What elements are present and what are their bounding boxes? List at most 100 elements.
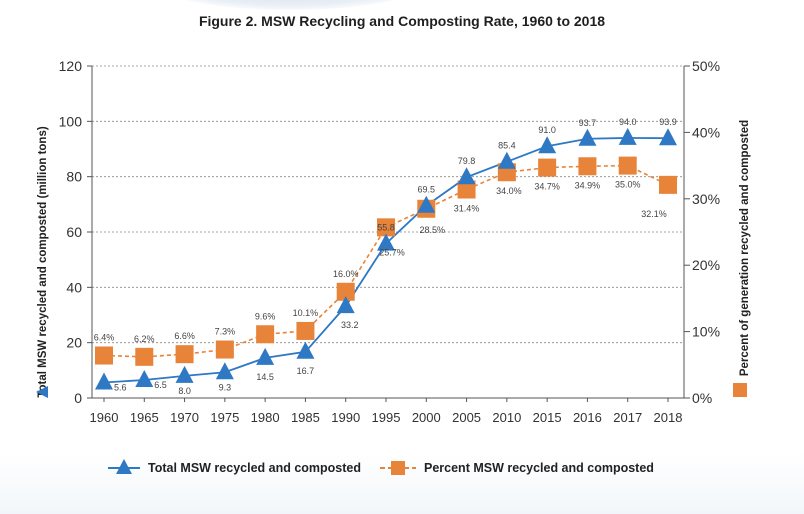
x-axis-tick-label: 2015 (533, 410, 562, 425)
percent-data-label: 31.4% (454, 204, 480, 214)
y2-axis-tick-label: 0% (692, 390, 712, 406)
percent-square-marker (95, 346, 113, 365)
percent-square-marker (296, 321, 315, 340)
total-triangle-marker (578, 128, 597, 146)
total-triangle-marker (417, 195, 436, 213)
total-data-label: 55.8 (377, 223, 395, 233)
total-triangle-marker (135, 370, 154, 388)
percent-square-marker (538, 158, 557, 177)
percent-square-marker (175, 345, 194, 364)
y-axis-title-triangle-icon (36, 386, 48, 398)
chart-title: Figure 2. MSW Recycling and Composting R… (199, 13, 605, 29)
percent-data-label: 9.6% (255, 311, 276, 321)
y2-axis-title-square-icon (733, 383, 747, 397)
total-data-label: 79.8 (458, 156, 476, 166)
y2-axis-title: Percent of generation recycled and compo… (739, 120, 751, 376)
total-triangle-marker (215, 362, 234, 380)
percent-square-marker (377, 218, 395, 237)
percent-square-marker (215, 340, 234, 359)
total-triangle-marker (256, 347, 275, 365)
header-decoration (140, 0, 440, 10)
y2-axis-tick-label: 10% (692, 324, 720, 340)
legend-square-icon (391, 461, 405, 475)
y-axis-tick-label: 80 (66, 169, 82, 185)
total-data-label: 14.5 (256, 372, 274, 382)
total-data-label: 91.0 (538, 125, 556, 135)
percent-square-marker (256, 325, 275, 344)
percent-data-label: 25.7% (379, 247, 405, 257)
total-data-label: 16.7 (297, 366, 315, 376)
percent-square-marker (135, 347, 154, 366)
x-axis-tick-label: 1970 (170, 410, 199, 425)
axes: 0 20 40 60 80 100 120 0% 10% 20% 30% 40% 50% 1960 1965… (59, 58, 720, 425)
data-labels: 5.6 6.5 8.0 9.3 14.5 16.7 33.2 55.8 69.5 79.8 85.4… (94, 117, 677, 396)
total-data-label: 33.2 (341, 320, 359, 330)
percent-data-label: 34.7% (534, 182, 560, 192)
percent-data-label: 6.2% (134, 334, 155, 344)
total-data-label: 94.0 (619, 117, 637, 127)
x-axis-tick-label: 2010 (492, 410, 521, 425)
y2-axis-tick-label: 20% (692, 257, 720, 273)
y2-axis-tick-label: 30% (692, 191, 720, 207)
percent-square-marker (618, 156, 637, 175)
percent-data-label: 6.4% (94, 333, 115, 343)
total-triangle-marker (336, 296, 355, 314)
total-data-label: 93.7 (579, 118, 597, 128)
total-triangle-marker (538, 136, 557, 154)
x-axis-tick-label: 1975 (210, 410, 239, 425)
x-axis-tick-label: 1990 (331, 410, 360, 425)
legend-triangle-icon (116, 459, 132, 474)
percent-data-label: 10.1% (293, 308, 319, 318)
percent-square-marker (457, 180, 476, 199)
legend-label-percent: Percent MSW recycled and composted (424, 461, 654, 475)
y2-axis-tick-label: 50% (692, 58, 720, 74)
y-axis-tick-label: 100 (59, 113, 83, 129)
x-axis-tick-label: 2016 (573, 410, 602, 425)
percent-data-label: 35.0% (615, 180, 641, 190)
x-axis-tick-label: 2018 (654, 410, 683, 425)
x-axis-tick-label: 2005 (452, 410, 481, 425)
y-axis-tick-label: 20 (66, 335, 82, 351)
percent-data-label: 32.1% (641, 209, 667, 219)
total-data-label: 5.6 (114, 383, 127, 393)
x-axis-tick-label: 2000 (412, 410, 441, 425)
y-axis-tick-label: 60 (66, 224, 82, 240)
total-data-label: 9.3 (219, 382, 232, 392)
y-axis-tick-label: 120 (59, 58, 83, 74)
total-triangle-marker (659, 128, 677, 146)
total-triangle-marker (377, 233, 395, 251)
percent-square-marker (659, 175, 677, 194)
total-data-label: 8.0 (178, 386, 191, 396)
x-axis-tick-label: 1965 (130, 410, 159, 425)
total-data-label: 85.4 (498, 141, 516, 151)
total-data-label: 6.5 (154, 380, 167, 390)
percent-data-label: 7.3% (215, 327, 236, 337)
percent-data-label: 28.5% (420, 225, 446, 235)
percent-square-marker (336, 282, 355, 301)
y-axis-title: Total MSW recycled and composted (millio… (37, 126, 49, 398)
percent-square-marker (578, 157, 597, 176)
percent-data-label: 16.0% (333, 269, 359, 279)
x-axis-tick-label: 2017 (613, 410, 642, 425)
series-line-percent (103, 164, 669, 358)
x-axis-tick-label: 1960 (90, 410, 119, 425)
legend-label-total: Total MSW recycled and composted (148, 461, 361, 475)
percent-data-label: 34.0% (496, 186, 522, 196)
series-markers (95, 127, 677, 390)
legend: Total MSW recycled and composted Percent… (108, 459, 654, 475)
total-triangle-marker (457, 167, 476, 185)
x-axis-tick-label: 1980 (251, 410, 280, 425)
grid-lines (92, 65, 684, 344)
total-data-label: 93.9 (659, 117, 677, 127)
total-data-label: 69.5 (418, 185, 436, 195)
total-triangle-marker (95, 372, 113, 390)
x-axis-tick-label: 1995 (372, 410, 401, 425)
y-axis-tick-label: 40 (66, 279, 82, 295)
total-triangle-marker (497, 151, 516, 169)
x-axis-tick-label: 1985 (291, 410, 320, 425)
total-triangle-marker (618, 127, 637, 145)
percent-data-label: 34.9% (575, 180, 601, 190)
total-triangle-marker (296, 341, 315, 359)
